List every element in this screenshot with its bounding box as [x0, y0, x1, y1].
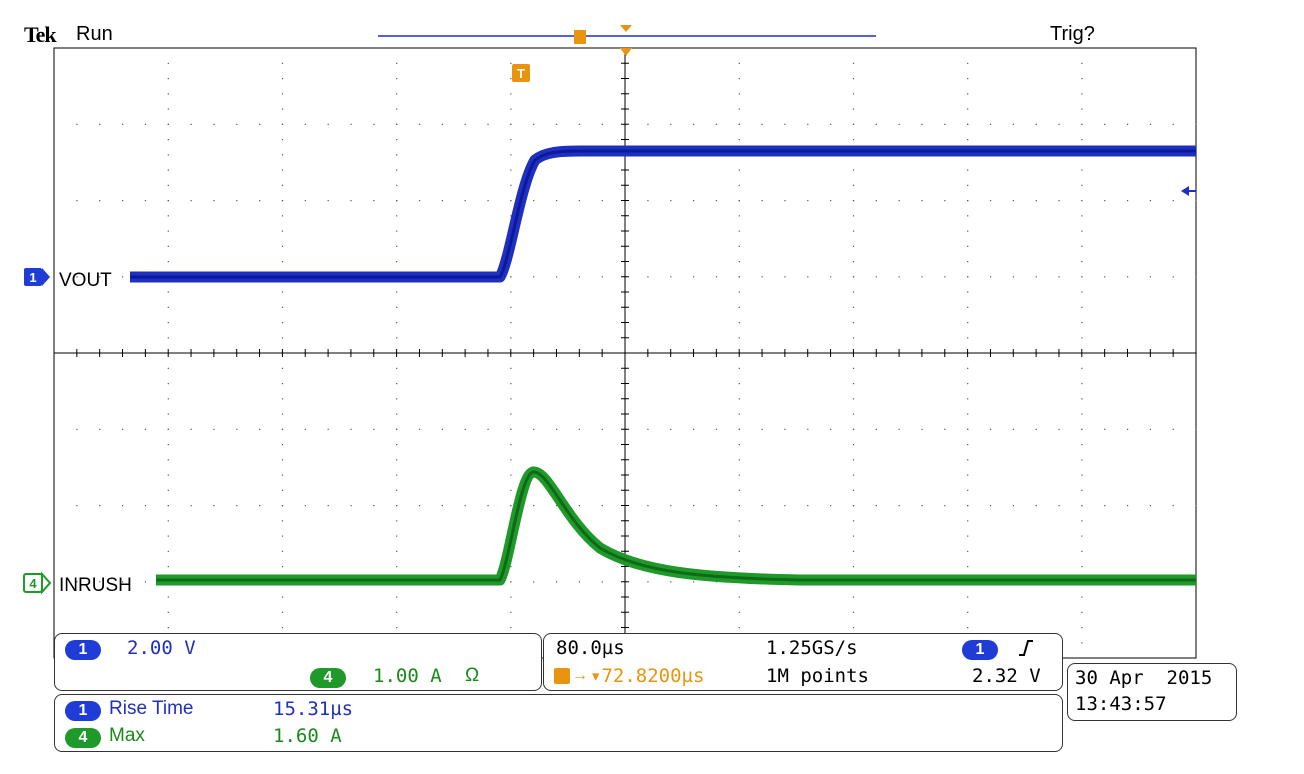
record-length: 1M points	[766, 665, 869, 687]
trigger-time-marker	[512, 64, 530, 82]
ch4-scale: 1.00 A	[373, 665, 442, 687]
trigger-level-arrow	[1181, 186, 1189, 196]
graticule-grid	[53, 47, 1197, 659]
ch1-vout-trace	[130, 145, 1196, 283]
acquisition-status: Run	[76, 23, 113, 45]
ch4-marker-number: 4	[29, 576, 37, 591]
timebase: 80.0µs	[556, 637, 625, 659]
ch1-badge[interactable]: 1	[65, 640, 101, 660]
trigger-level: 2.32 V	[972, 665, 1041, 687]
ch4-badge[interactable]: 4	[310, 668, 346, 688]
measurement-2-name: Max	[109, 725, 145, 746]
ch1-vout-trace-core	[130, 149, 1196, 279]
record-expansion-marker	[620, 25, 632, 32]
measurements-panel[interactable]: 1 Rise Time 15.31µs 4 Max 1.60 A	[54, 694, 1063, 752]
ch1-marker-number: 1	[29, 270, 36, 285]
ch1-trace-label: VOUT	[59, 270, 112, 291]
ch1-ground-marker	[24, 268, 42, 286]
measurement-1-name: Rise Time	[109, 698, 194, 719]
ch4-inrush-trace	[156, 466, 1196, 586]
measurement-2-value: 1.60 A	[273, 725, 342, 747]
datetime-panel: 30 Apr 2015 13:43:57	[1067, 663, 1237, 721]
ch4-termination: Ω	[465, 665, 480, 686]
ch4-trace-label: INRUSH	[59, 575, 132, 596]
date-display: 30 Apr 2015	[1075, 667, 1213, 689]
ch4-inrush-trace-core	[156, 470, 1196, 582]
horizontal-trigger-panel[interactable]: 80.0µs 1.25GS/s 1 → ▾72.8200µs 1M points…	[543, 633, 1063, 691]
brand-logo: Tek	[24, 22, 57, 47]
trigger-time-marker-label: T	[517, 66, 525, 81]
trigger-position-arrow	[620, 48, 632, 56]
time-display: 13:43:57	[1075, 693, 1167, 715]
measurement-1-channel-badge: 1	[65, 701, 101, 721]
trigger-position: ▾72.8200µs	[590, 665, 705, 687]
measurement-2-channel-badge: 4	[65, 728, 101, 748]
trigger-source-badge[interactable]: 1	[962, 640, 998, 660]
record-trigger-marker	[574, 30, 586, 44]
rising-edge-icon	[1016, 638, 1036, 658]
measurement-1-value: 15.31µs	[273, 698, 354, 720]
trigger-time-icon	[554, 668, 570, 684]
trigger-status: Trig?	[1050, 23, 1095, 45]
ch1-scale: 2.00 V	[127, 637, 196, 659]
vertical-settings-panel[interactable]: 1 2.00 V 4 1.00 A Ω	[54, 633, 542, 691]
sample-rate: 1.25GS/s	[766, 637, 858, 659]
